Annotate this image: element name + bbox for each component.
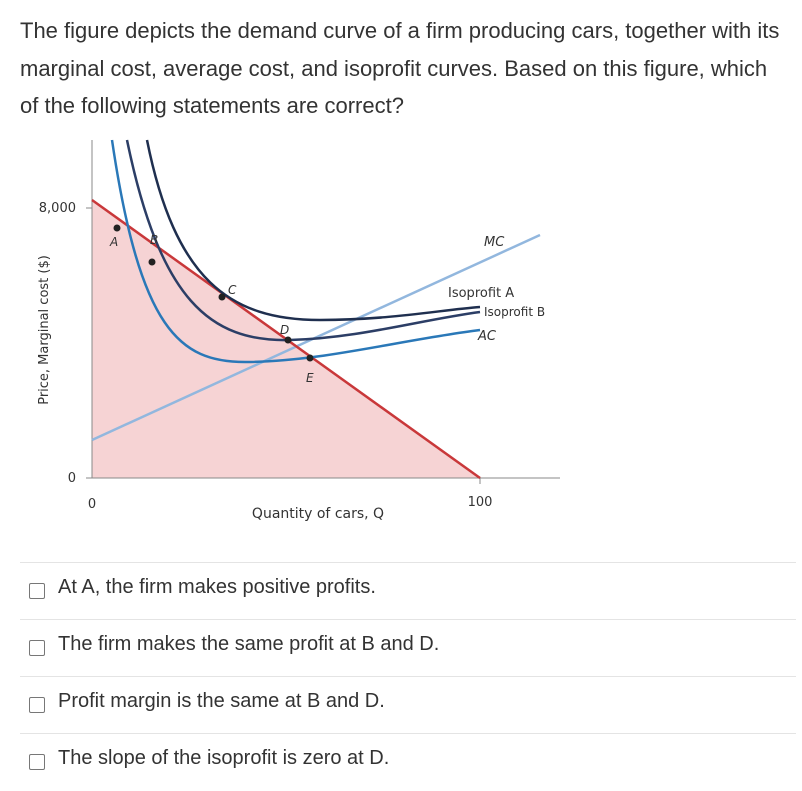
curve-label: Isoprofit B [484, 305, 545, 319]
point-label: C [228, 283, 237, 297]
y-tick-label: 0 [68, 471, 76, 486]
ac-curve [110, 139, 481, 364]
point-label: E [306, 371, 314, 385]
option[interactable]: At A, the firm makes positive profits. [20, 562, 796, 620]
point [306, 354, 314, 362]
point [218, 293, 226, 301]
point [148, 258, 156, 266]
option-text: Profit margin is the same at B and D. [58, 690, 385, 712]
x-axis-label: Quantity of cars, Q [252, 506, 384, 522]
y-tick-label: 8,000 [39, 201, 76, 216]
checkbox[interactable] [29, 640, 45, 656]
point-label: B [150, 233, 158, 247]
curve-label: MC [484, 235, 505, 250]
option[interactable]: The firm makes the same profit at B and … [20, 619, 796, 677]
curve-label: Isoprofit A [448, 286, 514, 301]
x-tick-label: 0 [88, 497, 96, 512]
x-tick-label: 100 [468, 495, 493, 510]
point-label: A [109, 235, 118, 249]
option[interactable]: Profit margin is the same at B and D. [20, 676, 796, 734]
curve-label: AC [477, 329, 497, 344]
checkbox[interactable] [29, 583, 45, 599]
question: The figure depicts the demand curve of a… [20, 18, 780, 118]
point-label: D [280, 323, 289, 337]
checkbox[interactable] [29, 697, 45, 713]
isoprofit-a [145, 139, 481, 322]
isoprofit-b [125, 139, 481, 342]
point [113, 224, 121, 232]
point [284, 336, 292, 344]
option-text: The slope of the isoprofit is zero at D. [58, 747, 390, 769]
y-axis-label: Price, Marginal cost ($) [37, 255, 52, 405]
option-text: The firm makes the same profit at B and … [58, 633, 440, 655]
figure: 8,000 0 0 100 Quantity of cars, Q Price,… [37, 139, 560, 522]
option[interactable]: The slope of the isoprofit is zero at D. [20, 733, 796, 791]
checkbox[interactable] [29, 754, 45, 770]
option-text: At A, the firm makes positive profits. [58, 576, 376, 598]
